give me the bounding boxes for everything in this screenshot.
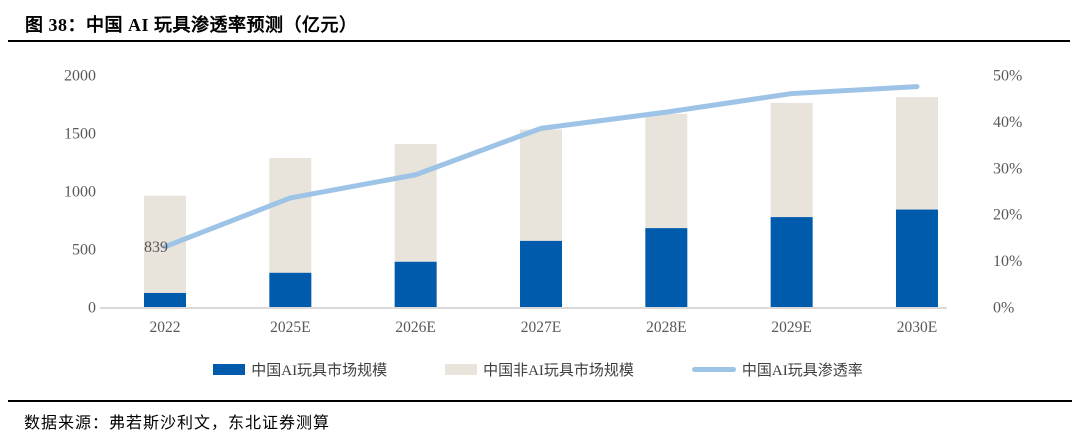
left-axis-tick-label: 0 xyxy=(88,300,96,317)
bar-non-ai-2028E xyxy=(645,113,688,229)
legend-item-ai-market: 中国AI玩具市场规模 xyxy=(213,359,387,380)
combo-chart: 0 500 1000 1500 2000 0% 10% 20% 30% 40% 50% 2022 202… xyxy=(64,68,1022,337)
bar-non-ai-2026E xyxy=(394,144,437,262)
x-axis-category-label: 2022 xyxy=(150,319,181,336)
bar-ai-2025E xyxy=(269,272,312,307)
x-axis-category-label: 2026E xyxy=(395,319,435,336)
source-divider xyxy=(8,400,1072,402)
bar-ai-2030E xyxy=(895,209,938,307)
legend-swatch-penetration-line xyxy=(691,367,736,372)
bar-ai-2028E xyxy=(645,228,688,307)
penetration-rate-line xyxy=(162,84,920,250)
x-axis-category-label: 2025E xyxy=(270,319,310,336)
x-axis-category-label: 2029E xyxy=(771,319,811,336)
data-label-2022: 839 xyxy=(144,239,168,256)
left-axis-tick-label: 500 xyxy=(72,242,96,259)
legend-swatch-ai-market xyxy=(213,364,246,375)
legend-item-penetration: 中国AI玩具渗透率 xyxy=(691,359,863,380)
title-divider xyxy=(8,40,1070,42)
bar-ai-2027E xyxy=(519,240,562,307)
legend-label-non-ai-market: 中国非AI玩具市场规模 xyxy=(483,363,634,379)
x-axis-category-label: 2028E xyxy=(646,319,686,336)
bar-ai-2029E xyxy=(770,217,813,307)
bar-non-ai-2025E xyxy=(269,157,312,273)
left-axis-tick-label: 1500 xyxy=(64,126,96,143)
left-axis-tick-label: 2000 xyxy=(64,68,96,85)
right-axis-tick-label: 0% xyxy=(993,300,1014,317)
legend-item-non-ai-market: 中国非AI玩具市场规模 xyxy=(445,359,634,380)
legend-swatch-non-ai-market xyxy=(445,364,478,375)
bar-non-ai-2030E xyxy=(895,97,938,210)
bar-ai-2026E xyxy=(394,261,437,307)
right-axis-tick-label: 40% xyxy=(993,114,1022,131)
x-axis-category-label: 2030E xyxy=(897,319,937,336)
chart-legend: 中国AI玩具市场规模 中国非AI玩具市场规模 中国AI玩具渗透率 xyxy=(0,359,1076,380)
bar-ai-2022 xyxy=(144,292,186,307)
legend-label-ai-market: 中国AI玩具市场规模 xyxy=(251,363,388,379)
bar-non-ai-2027E xyxy=(519,129,562,241)
left-axis-tick-label: 1000 xyxy=(64,184,96,201)
figure-title: 图 38：中国 AI 玩具渗透率预测（亿元） xyxy=(25,15,358,35)
x-axis-category-label: 2027E xyxy=(521,319,561,336)
right-axis-tick-label: 20% xyxy=(993,207,1022,224)
legend-label-penetration: 中国AI玩具渗透率 xyxy=(741,363,863,379)
right-axis-tick-label: 50% xyxy=(993,68,1022,85)
right-axis-tick-label: 30% xyxy=(993,160,1022,177)
right-axis-tick-label: 10% xyxy=(993,253,1022,270)
data-source: 数据来源：弗若斯沙利文，东北证券测算 xyxy=(24,415,331,432)
bar-non-ai-2029E xyxy=(770,102,813,218)
